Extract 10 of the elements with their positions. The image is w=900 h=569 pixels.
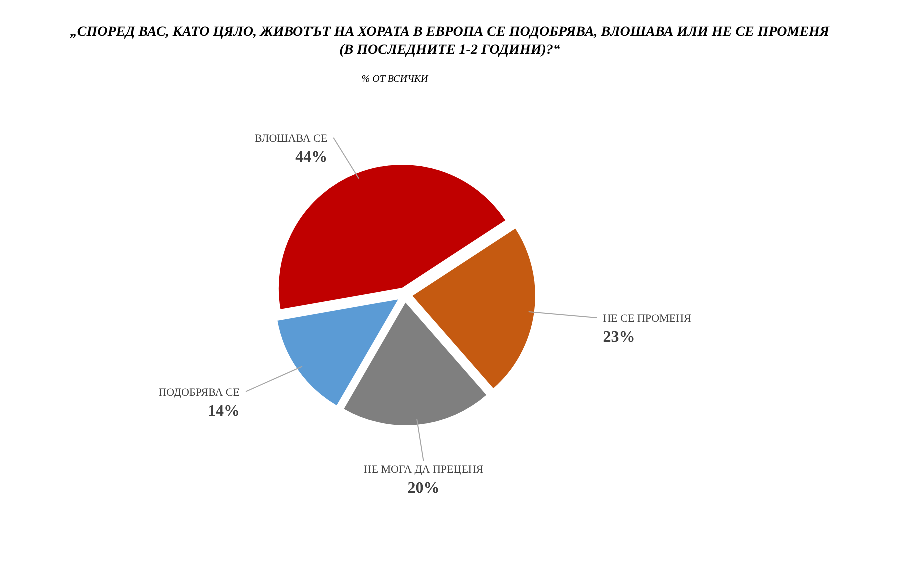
slice-label: ПОДОБРЯВА СЕ <box>158 386 240 399</box>
data-label: 14% <box>208 402 240 420</box>
slice-label: НЕ СЕ ПРОМЕНЯ <box>603 313 692 325</box>
slice-label: ВЛОШАВА СЕ <box>254 132 328 145</box>
slice-label: НЕ МОГА ДА ПРЕЦЕНЯ <box>364 464 484 476</box>
data-label: 23% <box>603 329 636 346</box>
data-label: 20% <box>408 480 440 498</box>
data-label: 44% <box>296 148 328 166</box>
chart-title: „СПОРЕД ВАС, КАТО ЦЯЛО, ЖИВОТЪТ НА ХОРАТА В ЕВРОПА СЕ ПОДОБРЯВА, ВЛОШАВА ИЛИ НЕ СЕ ПРОМЕНЯ (В ПОСЛЕДНИТЕ 1-2 ГОДИНИ)?“ <box>70 25 830 58</box>
chart-subtitle: % ОТ ВСИЧКИ <box>362 74 429 85</box>
